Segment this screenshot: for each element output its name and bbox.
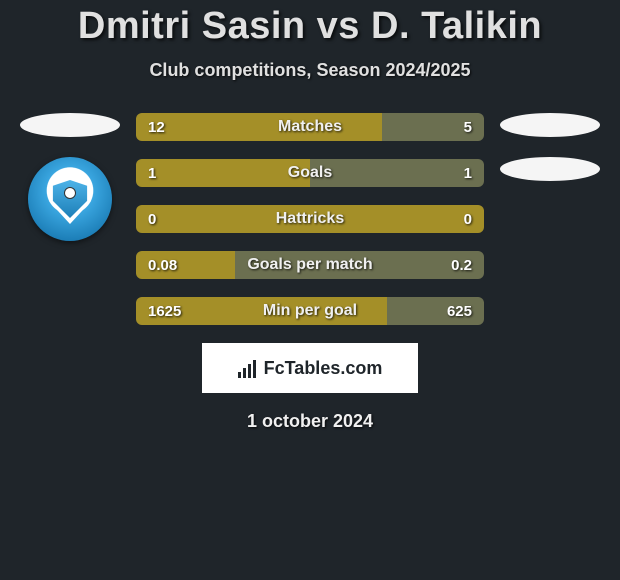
- stat-value-left: 0.08: [148, 251, 177, 279]
- brand-box: FcTables.com: [202, 343, 418, 393]
- stat-bar: [136, 251, 484, 279]
- player2-avatar-placeholder: [500, 113, 600, 137]
- player1-club-badge: [28, 157, 112, 241]
- stat-bar-right: [235, 251, 484, 279]
- stat-value-right: 1: [464, 159, 472, 187]
- stat-bar-right: [310, 159, 484, 187]
- stat-value-left: 0: [148, 205, 156, 233]
- stat-row: 0 Hattricks 0: [136, 205, 484, 233]
- stat-bar: [136, 297, 484, 325]
- stat-row: 0.08 Goals per match 0.2: [136, 251, 484, 279]
- comparison-card: Dmitri Sasin vs D. Talikin Club competit…: [0, 0, 620, 580]
- vs-label: vs: [317, 5, 360, 47]
- stat-value-right: 0.2: [451, 251, 472, 279]
- stat-bar: [136, 113, 484, 141]
- stat-bar-left: [136, 159, 310, 187]
- player1-avatar-placeholder: [20, 113, 120, 137]
- page-title: Dmitri Sasin vs D. Talikin: [0, 5, 620, 48]
- player2-club-placeholder: [500, 157, 600, 181]
- ball-icon: [64, 187, 76, 199]
- player2-name: D. Talikin: [371, 5, 542, 47]
- stat-value-left: 1: [148, 159, 156, 187]
- stat-value-right: 5: [464, 113, 472, 141]
- stats-bars: 12 Matches 5 1 Goals 1 0 Hattricks: [136, 113, 484, 325]
- left-column: [10, 113, 130, 241]
- stat-value-right: 0: [464, 205, 472, 233]
- brand-text: FcTables.com: [264, 358, 383, 379]
- stat-row: 1 Goals 1: [136, 159, 484, 187]
- bars-icon: [238, 358, 258, 378]
- stat-value-left: 1625: [148, 297, 181, 325]
- stat-value-right: 625: [447, 297, 472, 325]
- right-column: [490, 113, 610, 201]
- stat-bar-left: [136, 113, 382, 141]
- stat-bar: [136, 205, 484, 233]
- stat-bar-left: [136, 205, 484, 233]
- stat-row: 12 Matches 5: [136, 113, 484, 141]
- stat-bar: [136, 159, 484, 187]
- content-area: 12 Matches 5 1 Goals 1 0 Hattricks: [0, 113, 620, 432]
- date-label: 1 october 2024: [0, 411, 620, 432]
- player1-name: Dmitri Sasin: [78, 5, 306, 47]
- shield-icon: [47, 174, 93, 224]
- stat-row: 1625 Min per goal 625: [136, 297, 484, 325]
- subtitle: Club competitions, Season 2024/2025: [0, 60, 620, 81]
- stat-value-left: 12: [148, 113, 165, 141]
